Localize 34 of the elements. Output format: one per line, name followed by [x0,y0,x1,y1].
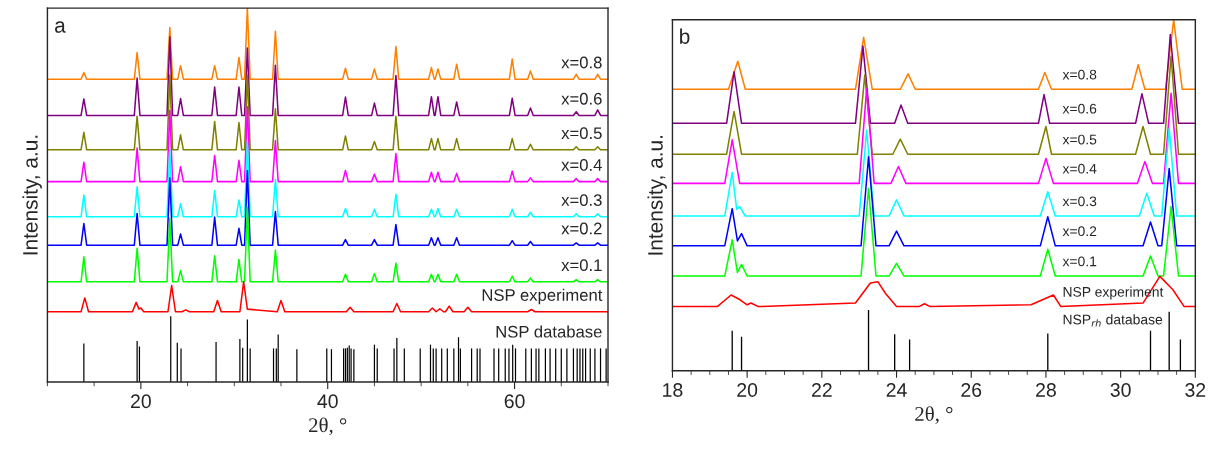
y-axis-title: Intensity, a.u. [647,136,667,255]
x-tick-label: 18 [663,383,683,397]
series-label: x=0.2 [561,222,602,235]
series-label: NSP$_{rh}$ database [1063,314,1163,327]
series-label: NSP experiment [482,288,603,305]
x-tick-label: 22 [812,383,832,397]
annotation: b [680,28,690,44]
x-tick-label: 60 [504,394,525,409]
x-tick-label: 20 [131,394,151,409]
annotation: a [55,21,66,33]
series-label: x=0.1 [1062,256,1097,267]
x-tick-label: 40 [317,394,338,409]
x-axis-title: 2θ, ° [915,406,953,424]
series-label: x=0.2 [1062,226,1097,237]
series-label: x=0.3 [561,194,602,206]
series-label: x=0.4 [561,159,602,171]
x-tick-label: 28 [1036,383,1056,397]
series-label: NSP database [496,325,602,338]
series-label: x=0.5 [1062,134,1097,145]
y-axis-title: Intensity, a.u. [22,135,42,255]
series-label: x=0.8 [1062,69,1097,80]
series-label: x=0.3 [1062,196,1097,207]
series-label: x=0.8 [561,56,602,69]
series-label: x=0.5 [561,127,602,140]
series-label: x=0.6 [1062,103,1097,114]
x-tick-label: 32 [1185,383,1206,397]
x-tick-label: 26 [961,383,982,397]
x-tick-label: 20 [737,383,758,397]
series-label: x=0.1 [561,259,602,272]
x-tick-label: 24 [886,383,907,397]
series-label: x=0.4 [1062,163,1097,174]
x-tick-label: 30 [1110,383,1131,397]
series-label: x=0.6 [561,92,602,105]
x-axis-title: 2θ, ° [309,417,347,436]
